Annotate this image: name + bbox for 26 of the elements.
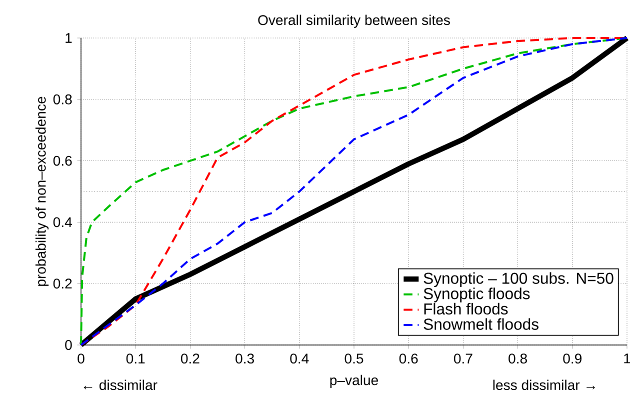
legend-label: Flash floods xyxy=(424,302,508,315)
y-tick-label: 0.2 xyxy=(53,278,72,289)
x-tick-label: 0.2 xyxy=(180,354,200,364)
legend-label: Synoptic floods xyxy=(424,288,530,302)
legend-label: Snowmelt floods xyxy=(424,318,538,330)
x-axis-title: p–value xyxy=(330,374,378,388)
x-tick-label: 0.6 xyxy=(399,354,418,364)
x-tick-label: 0.3 xyxy=(236,354,254,364)
chart-title: Overall similarity between sites xyxy=(258,14,450,28)
y-tick-label: 0.6 xyxy=(53,156,72,166)
legend-label: Synoptic – 100 subs. N=50 xyxy=(424,272,614,288)
text: less dissimilar → xyxy=(493,380,595,390)
x-tick-label: 0 xyxy=(78,354,84,364)
text: ← dissimilar xyxy=(84,380,158,390)
x-tick-label: 1 xyxy=(624,354,630,364)
y-tick-label: 0.4 xyxy=(53,217,72,228)
x-tick-label: 0.5 xyxy=(344,354,364,364)
x-tick-label: 0.7 xyxy=(454,354,472,364)
y-tick-label: 0 xyxy=(65,340,72,350)
x-tick-label: 0.8 xyxy=(508,354,527,364)
x-tick-label: 0.9 xyxy=(563,354,582,364)
y-tick-label: 1 xyxy=(66,33,72,43)
y-axis-title: probability of non–exceedence xyxy=(35,96,49,286)
x-tick-label: 0.4 xyxy=(290,354,309,364)
x-tick-label: 0.1 xyxy=(126,354,145,364)
y-tick-label: 0.8 xyxy=(53,94,72,104)
